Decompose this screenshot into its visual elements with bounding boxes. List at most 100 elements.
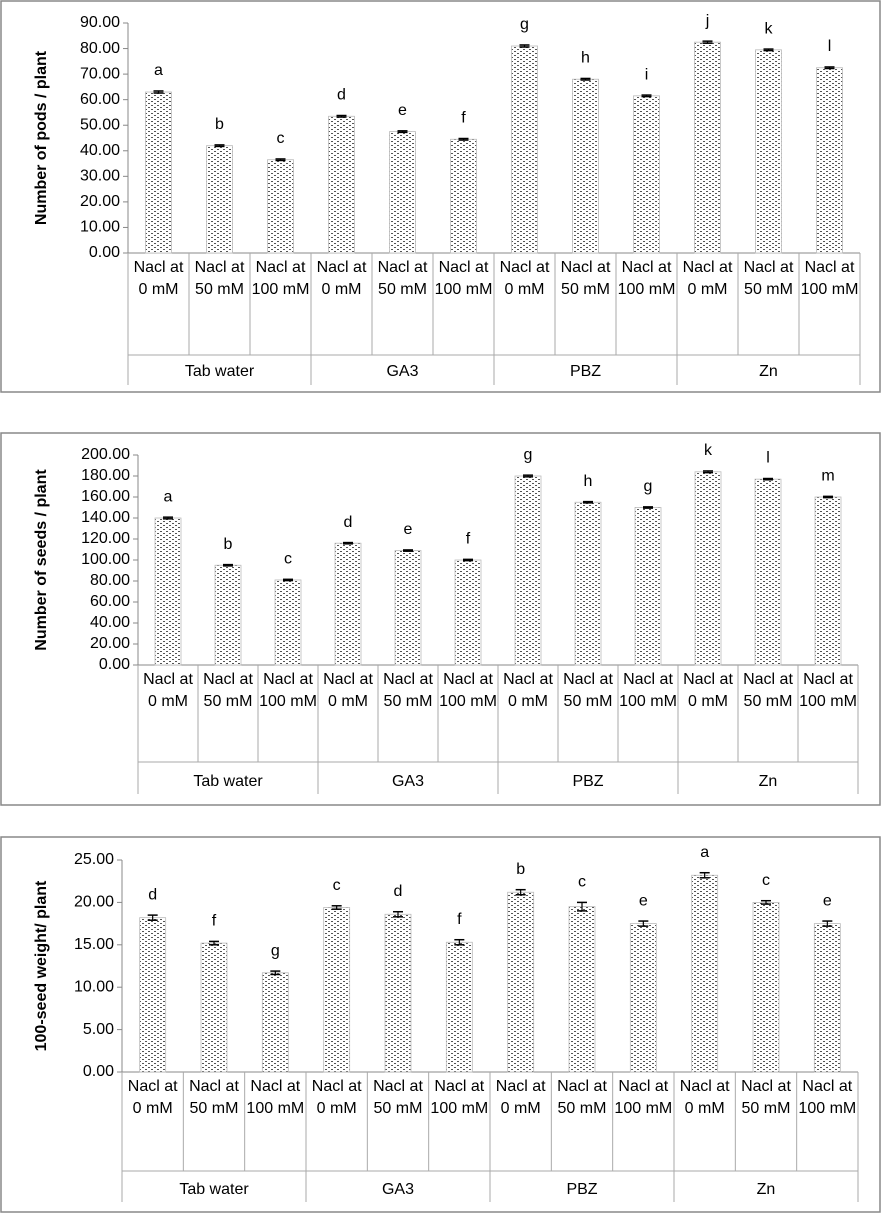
x-tick-label: Nacl at 0 mM bbox=[143, 671, 193, 710]
significance-letter: c bbox=[762, 872, 770, 889]
x-tick-label: Nacl at 100 mM bbox=[798, 1078, 857, 1117]
y-tick-label: 20.00 bbox=[90, 635, 130, 652]
significance-letter: a bbox=[154, 62, 163, 79]
group-label: GA3 bbox=[392, 773, 424, 790]
significance-letter: e bbox=[398, 102, 407, 119]
group-label: Zn bbox=[759, 773, 778, 790]
bar bbox=[328, 115, 355, 254]
x-tick-label-box: Nacl at 50 mM bbox=[377, 259, 428, 298]
bar bbox=[267, 159, 294, 254]
significance-letter: c bbox=[333, 877, 341, 894]
y-tick-label: 120.00 bbox=[81, 530, 130, 547]
x-tick-label: Nacl at 50 mM bbox=[560, 259, 611, 298]
x-tick-label-box: Nacl at 0 mM bbox=[500, 259, 550, 298]
significance-letter: k bbox=[765, 20, 774, 37]
chart: 0.00 10.00 20.00 30.00 40.00 50.00 60.00 70.00 8… bbox=[0, 0, 881, 393]
x-tick-label-box: Nacl at 100 mM bbox=[800, 259, 859, 298]
bar bbox=[389, 131, 416, 254]
significance-letter: d bbox=[337, 87, 346, 104]
x-tick-label: Nacl at 0 mM bbox=[316, 259, 367, 298]
significance-letter: a bbox=[700, 844, 709, 861]
x-tick-label-box: Nacl at 50 mM bbox=[560, 259, 611, 298]
significance-letter: k bbox=[704, 442, 713, 459]
group-label: Tab water bbox=[193, 773, 263, 790]
x-tick-label: Nacl at 0 mM bbox=[679, 1078, 730, 1117]
y-tick-label: 70.00 bbox=[80, 65, 120, 82]
x-tick-label: Nacl at 50 mM bbox=[377, 259, 428, 298]
bar bbox=[568, 906, 596, 1073]
x-tick-label-box: Nacl at 100 mM bbox=[430, 1078, 488, 1117]
x-tick-label-box: Nacl at 0 mM bbox=[683, 671, 733, 710]
y-tick-label: 10.00 bbox=[80, 219, 120, 236]
x-tick-label-box: Nacl at 0 mM bbox=[503, 671, 553, 710]
x-tick-label-box: Nacl at 0 mM bbox=[316, 259, 367, 298]
x-tick-label-box: Nacl at 50 mM bbox=[373, 1078, 423, 1117]
group-label: GA3 bbox=[386, 363, 418, 380]
significance-letter: f bbox=[212, 913, 217, 930]
x-tick-label: Nacl at 100 mM bbox=[434, 259, 493, 298]
significance-letter: i bbox=[645, 66, 649, 83]
bar bbox=[145, 91, 172, 254]
x-tick-label: Nacl at 0 mM bbox=[127, 1078, 178, 1117]
group-label: PBZ bbox=[566, 1181, 597, 1198]
x-tick-label: Nacl at 0 mM bbox=[133, 259, 184, 298]
x-tick-label: Nacl at 50 mM bbox=[741, 1078, 791, 1117]
bar bbox=[813, 923, 841, 1073]
bar bbox=[334, 542, 362, 666]
significance-letter: h bbox=[581, 50, 590, 67]
y-tick-label: 180.00 bbox=[81, 467, 130, 484]
significance-letter: e bbox=[823, 892, 832, 909]
x-tick-label-box: Nacl at 50 mM bbox=[744, 259, 794, 298]
significance-letter: f bbox=[461, 110, 466, 127]
y-tick-label: 90.00 bbox=[80, 14, 120, 31]
chart-border bbox=[0, 0, 881, 393]
group-label: Tab water bbox=[179, 1181, 249, 1198]
bar bbox=[754, 478, 782, 666]
x-tick-label: Nacl at 100 mM bbox=[617, 259, 676, 298]
x-tick-label-box: Nacl at 50 mM bbox=[203, 671, 253, 710]
x-tick-label: Nacl at 50 mM bbox=[557, 1078, 607, 1117]
significance-letter: g bbox=[644, 478, 653, 495]
bar bbox=[274, 579, 302, 666]
y-tick-label: 0.00 bbox=[83, 1063, 114, 1080]
x-tick-label-box: Nacl at 50 mM bbox=[563, 671, 613, 710]
x-tick-label-box: Nacl at 50 mM bbox=[557, 1078, 607, 1117]
x-tick-label: Nacl at 50 mM bbox=[194, 259, 245, 298]
bar bbox=[450, 138, 477, 254]
bar bbox=[572, 78, 599, 254]
x-tick-label-box: Nacl at 100 mM bbox=[799, 671, 857, 710]
y-tick-label: 160.00 bbox=[81, 488, 130, 505]
x-tick-label: Nacl at 50 mM bbox=[189, 1078, 239, 1117]
x-tick-label: Nacl at 0 mM bbox=[682, 259, 733, 298]
x-tick-label-box: Nacl at 0 mM bbox=[133, 259, 184, 298]
x-tick-label: Nacl at 100 mM bbox=[800, 259, 859, 298]
x-tick-label: Nacl at 100 mM bbox=[799, 671, 857, 710]
y-tick-label: 0.00 bbox=[99, 656, 130, 673]
significance-letter: g bbox=[520, 16, 529, 33]
y-tick-label: 60.00 bbox=[90, 593, 130, 610]
x-tick-label-box: Nacl at 100 mM bbox=[252, 259, 310, 298]
x-tick-label-box: Nacl at 100 mM bbox=[619, 671, 677, 710]
x-tick-label: Nacl at 100 mM bbox=[246, 1078, 305, 1117]
y-tick-label: 0.00 bbox=[89, 244, 120, 261]
bar bbox=[261, 972, 289, 1073]
x-tick-label: Nacl at 50 mM bbox=[373, 1078, 423, 1117]
significance-letter: b bbox=[224, 536, 233, 553]
significance-letter: f bbox=[457, 911, 462, 928]
x-tick-label-box: Nacl at 100 mM bbox=[798, 1078, 857, 1117]
bar bbox=[214, 564, 242, 666]
bar bbox=[694, 471, 722, 666]
significance-letter: g bbox=[271, 942, 280, 959]
x-tick-label-box: Nacl at 100 mM bbox=[259, 671, 317, 710]
group-label: PBZ bbox=[572, 773, 603, 790]
bar bbox=[154, 517, 182, 666]
x-tick-label-box: Nacl at 100 mM bbox=[617, 259, 676, 298]
bar bbox=[454, 559, 482, 666]
significance-letter: b bbox=[516, 861, 525, 878]
significance-letter: f bbox=[466, 531, 471, 548]
y-tick-label: 200.00 bbox=[81, 446, 130, 463]
y-tick-label: 50.00 bbox=[80, 116, 120, 133]
chart-border bbox=[0, 432, 881, 806]
significance-letter: c bbox=[284, 551, 292, 568]
y-tick-label: 80.00 bbox=[90, 572, 130, 589]
